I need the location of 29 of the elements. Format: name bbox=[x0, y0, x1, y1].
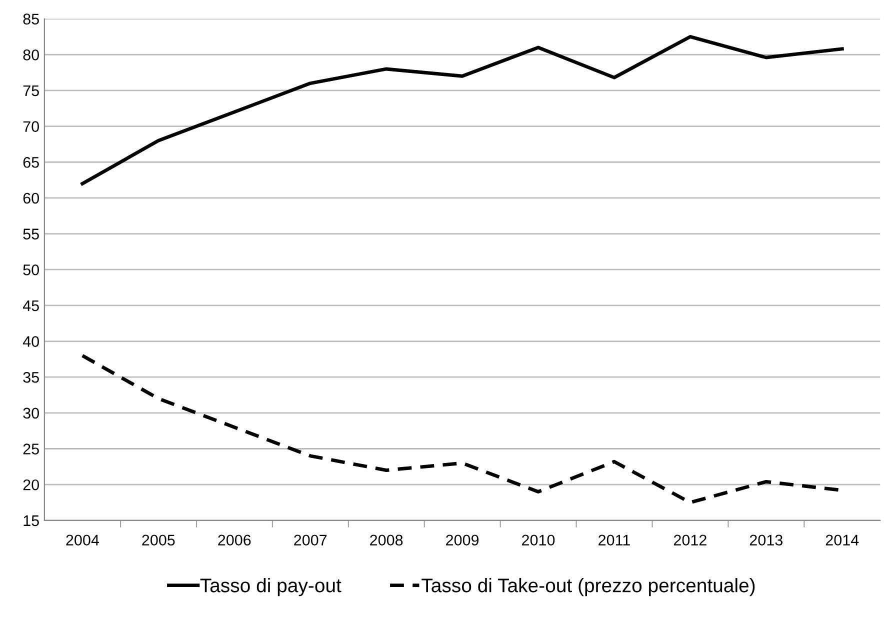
x-tick-label: 2008 bbox=[370, 534, 403, 546]
x-tick-label: 2013 bbox=[750, 534, 782, 546]
y-tick-label: 40 bbox=[22, 336, 39, 347]
y-tick-label: 15 bbox=[24, 515, 39, 526]
x-tick-label: 2012 bbox=[674, 534, 706, 546]
line-series bbox=[80, 34, 844, 186]
y-tick-label: 65 bbox=[23, 156, 39, 168]
x-tick-label: 2010 bbox=[522, 534, 555, 546]
y-tick-label: 45 bbox=[22, 300, 39, 312]
y-tick-label: 35 bbox=[23, 372, 39, 383]
x-tick-label: 2004 bbox=[66, 534, 99, 546]
y-tick-label: 80 bbox=[23, 50, 39, 60]
y-tick-label: 25 bbox=[23, 444, 39, 454]
y-tick-label: 20 bbox=[23, 479, 39, 490]
y-tick-label: 70 bbox=[23, 121, 39, 132]
x-tick-label: 2014 bbox=[826, 534, 859, 546]
legend-label: Tasso di Take-out (prezzo percentuale) bbox=[422, 578, 755, 596]
y-tick-label: 30 bbox=[23, 408, 39, 419]
x-tick-label: 2011 bbox=[598, 534, 630, 546]
y-tick-label: 85 bbox=[23, 14, 39, 24]
y-tick-label: 50 bbox=[23, 264, 39, 276]
x-tick-label: 2006 bbox=[218, 534, 251, 546]
y-tick-label: 60 bbox=[23, 192, 39, 204]
legend-label: Tasso di pay-out bbox=[200, 578, 342, 596]
x-tick-label: 2007 bbox=[294, 534, 327, 546]
y-tick-label: 75 bbox=[23, 85, 39, 96]
y-tick-label: 55 bbox=[23, 228, 39, 240]
x-tick-label: 2009 bbox=[446, 534, 479, 546]
x-tick-label: 2005 bbox=[142, 534, 175, 546]
